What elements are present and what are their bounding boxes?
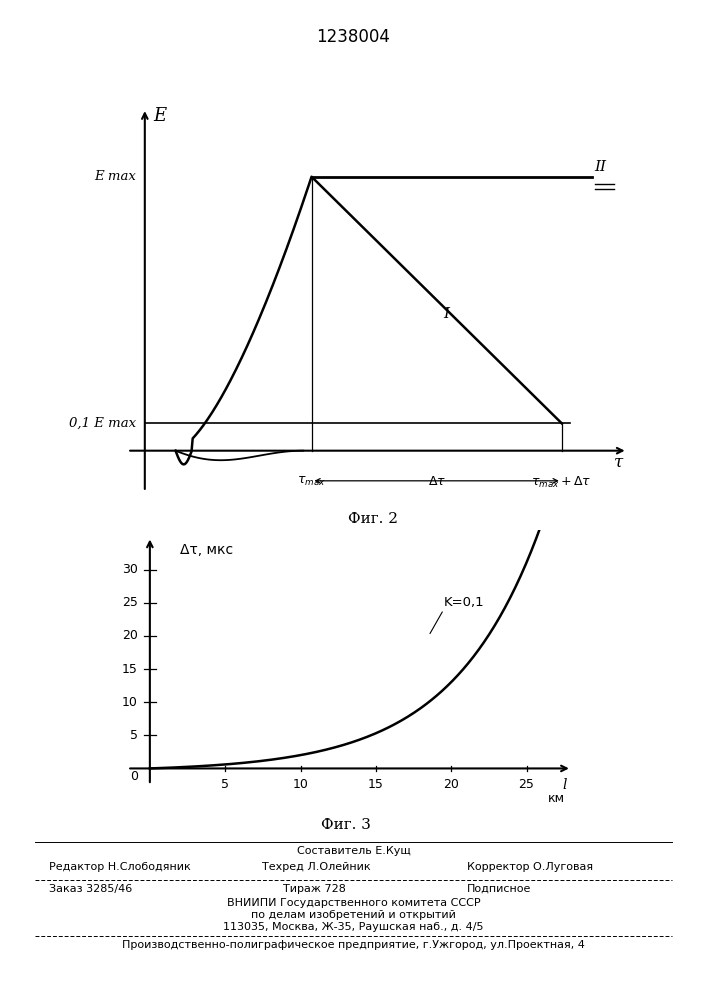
Text: 113035, Москва, Ж-35, Раушская наб., д. 4/5: 113035, Москва, Ж-35, Раушская наб., д. … [223,922,484,932]
Text: Заказ 3285/46: Заказ 3285/46 [49,884,133,894]
Text: 5: 5 [221,778,229,791]
Text: $\tau_{max}$: $\tau_{max}$ [297,475,326,488]
Text: 15: 15 [122,663,138,676]
Text: Фиг. 3: Фиг. 3 [321,818,370,832]
Text: $\tau_{max}+\Delta\tau$: $\tau_{max}+\Delta\tau$ [532,475,592,490]
Text: 10: 10 [122,696,138,709]
Text: E max: E max [94,170,136,183]
Text: 5: 5 [130,729,138,742]
Text: ВНИИПИ Государственного комитета СССР: ВНИИПИ Государственного комитета СССР [227,898,480,908]
Text: 25: 25 [519,778,534,791]
Text: Производственно-полиграфическое предприятие, г.Ужгород, ул.Проектная, 4: Производственно-полиграфическое предприя… [122,940,585,950]
Text: Подписное: Подписное [467,884,531,894]
Text: Δτ, мкс: Δτ, мкс [180,543,233,557]
Text: K=0,1: K=0,1 [444,596,484,609]
Text: II: II [595,160,607,174]
Text: 30: 30 [122,563,138,576]
Text: Тираж 728: Тираж 728 [283,884,346,894]
Text: Составитель Е.Кущ: Составитель Е.Кущ [297,846,410,856]
Text: 25: 25 [122,596,138,609]
Text: 20: 20 [443,778,459,791]
Text: l: l [562,778,566,792]
Text: 20: 20 [122,629,138,642]
Text: 10: 10 [293,778,308,791]
Text: Редактор Н.Слободяник: Редактор Н.Слободяник [49,862,191,872]
Text: Фиг. 2: Фиг. 2 [348,512,398,526]
Text: 1238004: 1238004 [317,28,390,46]
Text: I: I [443,307,449,321]
Text: км: км [548,792,565,805]
Text: 0,1 E max: 0,1 E max [69,417,136,430]
Text: τ: τ [614,453,624,470]
Text: E: E [153,107,167,125]
Text: 15: 15 [368,778,384,791]
Text: Корректор О.Луговая: Корректор О.Луговая [467,862,592,872]
Text: Техред Л.Олейник: Техред Л.Олейник [262,862,370,872]
Text: $\Delta\tau$: $\Delta\tau$ [428,475,445,488]
Text: 0: 0 [130,770,138,783]
Text: по делам изобретений и открытий: по делам изобретений и открытий [251,910,456,920]
